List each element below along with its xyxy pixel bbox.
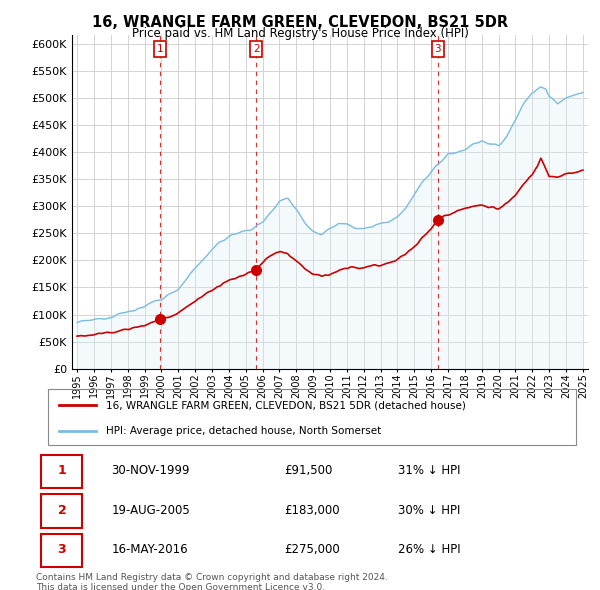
Text: 31% ↓ HPI: 31% ↓ HPI <box>398 464 460 477</box>
Text: £183,000: £183,000 <box>284 504 340 517</box>
Text: 19-AUG-2005: 19-AUG-2005 <box>112 504 190 517</box>
Text: 2: 2 <box>58 504 66 517</box>
Text: HPI: Average price, detached house, North Somerset: HPI: Average price, detached house, Nort… <box>106 427 382 437</box>
Text: This data is licensed under the Open Government Licence v3.0.: This data is licensed under the Open Gov… <box>36 583 325 590</box>
Text: £91,500: £91,500 <box>284 464 333 477</box>
Text: 30-NOV-1999: 30-NOV-1999 <box>112 464 190 477</box>
Text: 16, WRANGLE FARM GREEN, CLEVEDON, BS21 5DR: 16, WRANGLE FARM GREEN, CLEVEDON, BS21 5… <box>92 15 508 30</box>
Text: 30% ↓ HPI: 30% ↓ HPI <box>398 504 460 517</box>
Text: 2: 2 <box>253 44 260 54</box>
Text: 16, WRANGLE FARM GREEN, CLEVEDON, BS21 5DR (detached house): 16, WRANGLE FARM GREEN, CLEVEDON, BS21 5… <box>106 400 466 410</box>
Text: Contains HM Land Registry data © Crown copyright and database right 2024.: Contains HM Land Registry data © Crown c… <box>36 573 388 582</box>
Text: 3: 3 <box>58 543 66 556</box>
Text: 3: 3 <box>434 44 441 54</box>
Text: 26% ↓ HPI: 26% ↓ HPI <box>398 543 460 556</box>
Text: Price paid vs. HM Land Registry's House Price Index (HPI): Price paid vs. HM Land Registry's House … <box>131 27 469 40</box>
Text: 16-MAY-2016: 16-MAY-2016 <box>112 543 188 556</box>
Text: £275,000: £275,000 <box>284 543 340 556</box>
Text: 1: 1 <box>58 464 66 477</box>
Text: 1: 1 <box>157 44 163 54</box>
